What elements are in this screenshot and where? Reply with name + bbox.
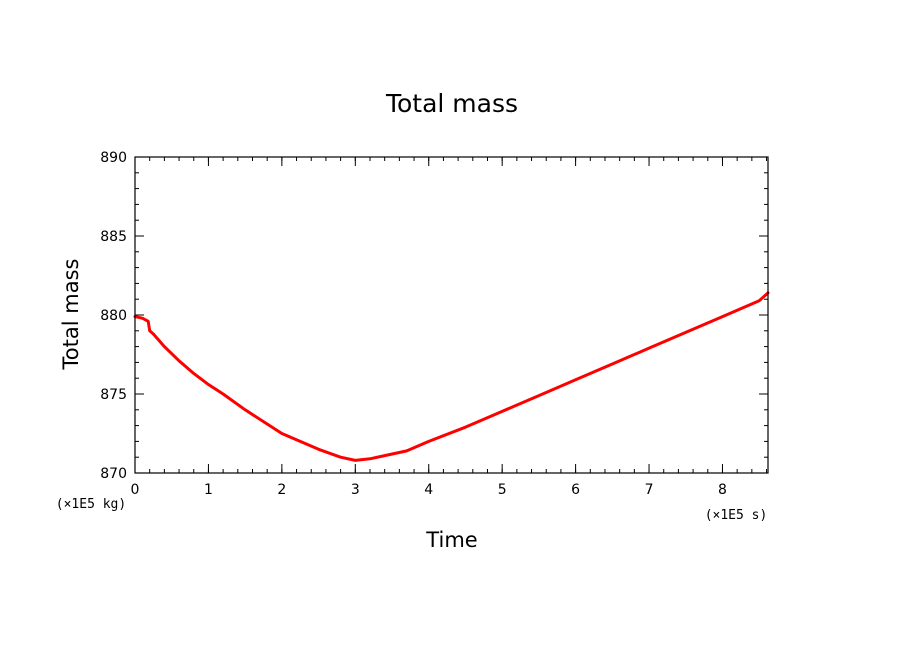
x-tick-label: 2 <box>277 482 286 498</box>
x-tick-label: 7 <box>645 482 654 498</box>
y-axis-label: Total mass <box>59 259 83 371</box>
y-tick-label: 880 <box>100 308 127 324</box>
y-unit-label: (×1E5 kg) <box>56 497 126 512</box>
ticks-layer: 0 1 2 3 4 5 6 7 8 870 875 880 885 890 <box>100 150 768 498</box>
x-tick-label: 8 <box>718 482 727 498</box>
plot-frame <box>134 156 769 474</box>
y-tick-label: 885 <box>100 229 127 245</box>
y-tick-label: 890 <box>100 150 127 166</box>
chart-title: Total mass <box>385 89 518 118</box>
x-tick-label: 0 <box>131 482 140 498</box>
x-tick-label: 5 <box>498 482 507 498</box>
series-line <box>133 291 770 462</box>
y-tick-label: 875 <box>100 387 127 403</box>
y-tick-label: 870 <box>100 466 127 482</box>
x-tick-label: 3 <box>351 482 360 498</box>
x-axis-label: Time <box>425 528 477 552</box>
x-unit-label: (×1E5 s) <box>705 508 768 523</box>
x-tick-label: 6 <box>571 482 580 498</box>
x-tick-label: 4 <box>424 482 433 498</box>
x-tick-label: 1 <box>204 482 213 498</box>
series-layer <box>133 291 770 462</box>
